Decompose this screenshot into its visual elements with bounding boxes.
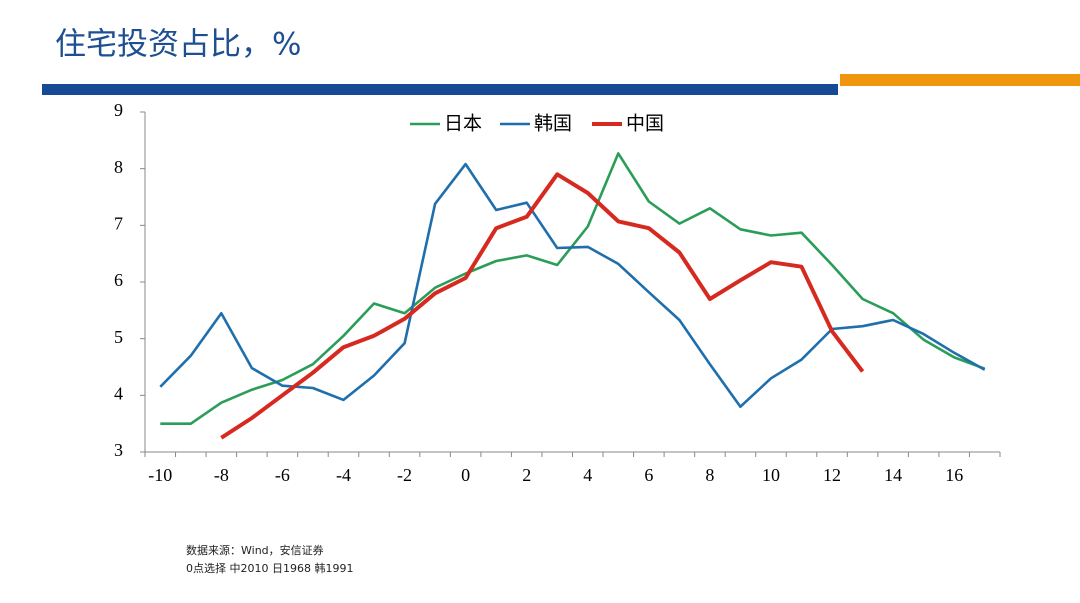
y-tick-label: 8 — [114, 157, 123, 177]
y-tick-label: 6 — [114, 270, 123, 290]
legend-label: 日本 — [444, 113, 482, 135]
legend-label: 韩国 — [534, 113, 572, 135]
x-tick-label: -10 — [148, 465, 172, 485]
series-line — [159, 162, 986, 408]
x-tick-label: 14 — [884, 465, 902, 485]
x-tick-label: -2 — [397, 465, 412, 485]
y-tick-label: 4 — [114, 383, 123, 403]
legend-label: 中国 — [626, 113, 664, 135]
series-line — [160, 152, 986, 425]
y-tick-label: 9 — [114, 100, 123, 120]
y-tick-label: 7 — [114, 213, 123, 233]
x-tick-label: -6 — [275, 465, 290, 485]
y-tick-label: 3 — [114, 440, 123, 460]
x-tick-label: 8 — [705, 465, 714, 485]
x-tick-label: -4 — [336, 465, 351, 485]
zero-point-note: 0点选择 中2010 日1968 韩1991 — [186, 561, 353, 575]
x-tick-label: 6 — [644, 465, 653, 485]
source-note: 数据来源：Wind，安信证券 — [186, 543, 324, 557]
slide-title: 住宅投资占比，% — [55, 27, 301, 63]
x-tick-label: 16 — [945, 465, 963, 485]
x-tick-label: 2 — [522, 465, 531, 485]
x-tick-label: 10 — [762, 465, 780, 485]
title-bar-orange — [840, 74, 1080, 86]
x-tick-label: 4 — [583, 465, 592, 485]
x-tick-label: -8 — [214, 465, 229, 485]
series-line — [220, 172, 865, 440]
x-tick-label: 0 — [461, 465, 470, 485]
x-tick-label: 12 — [823, 465, 841, 485]
title-bar-blue — [42, 84, 838, 95]
y-tick-label: 5 — [114, 327, 123, 347]
